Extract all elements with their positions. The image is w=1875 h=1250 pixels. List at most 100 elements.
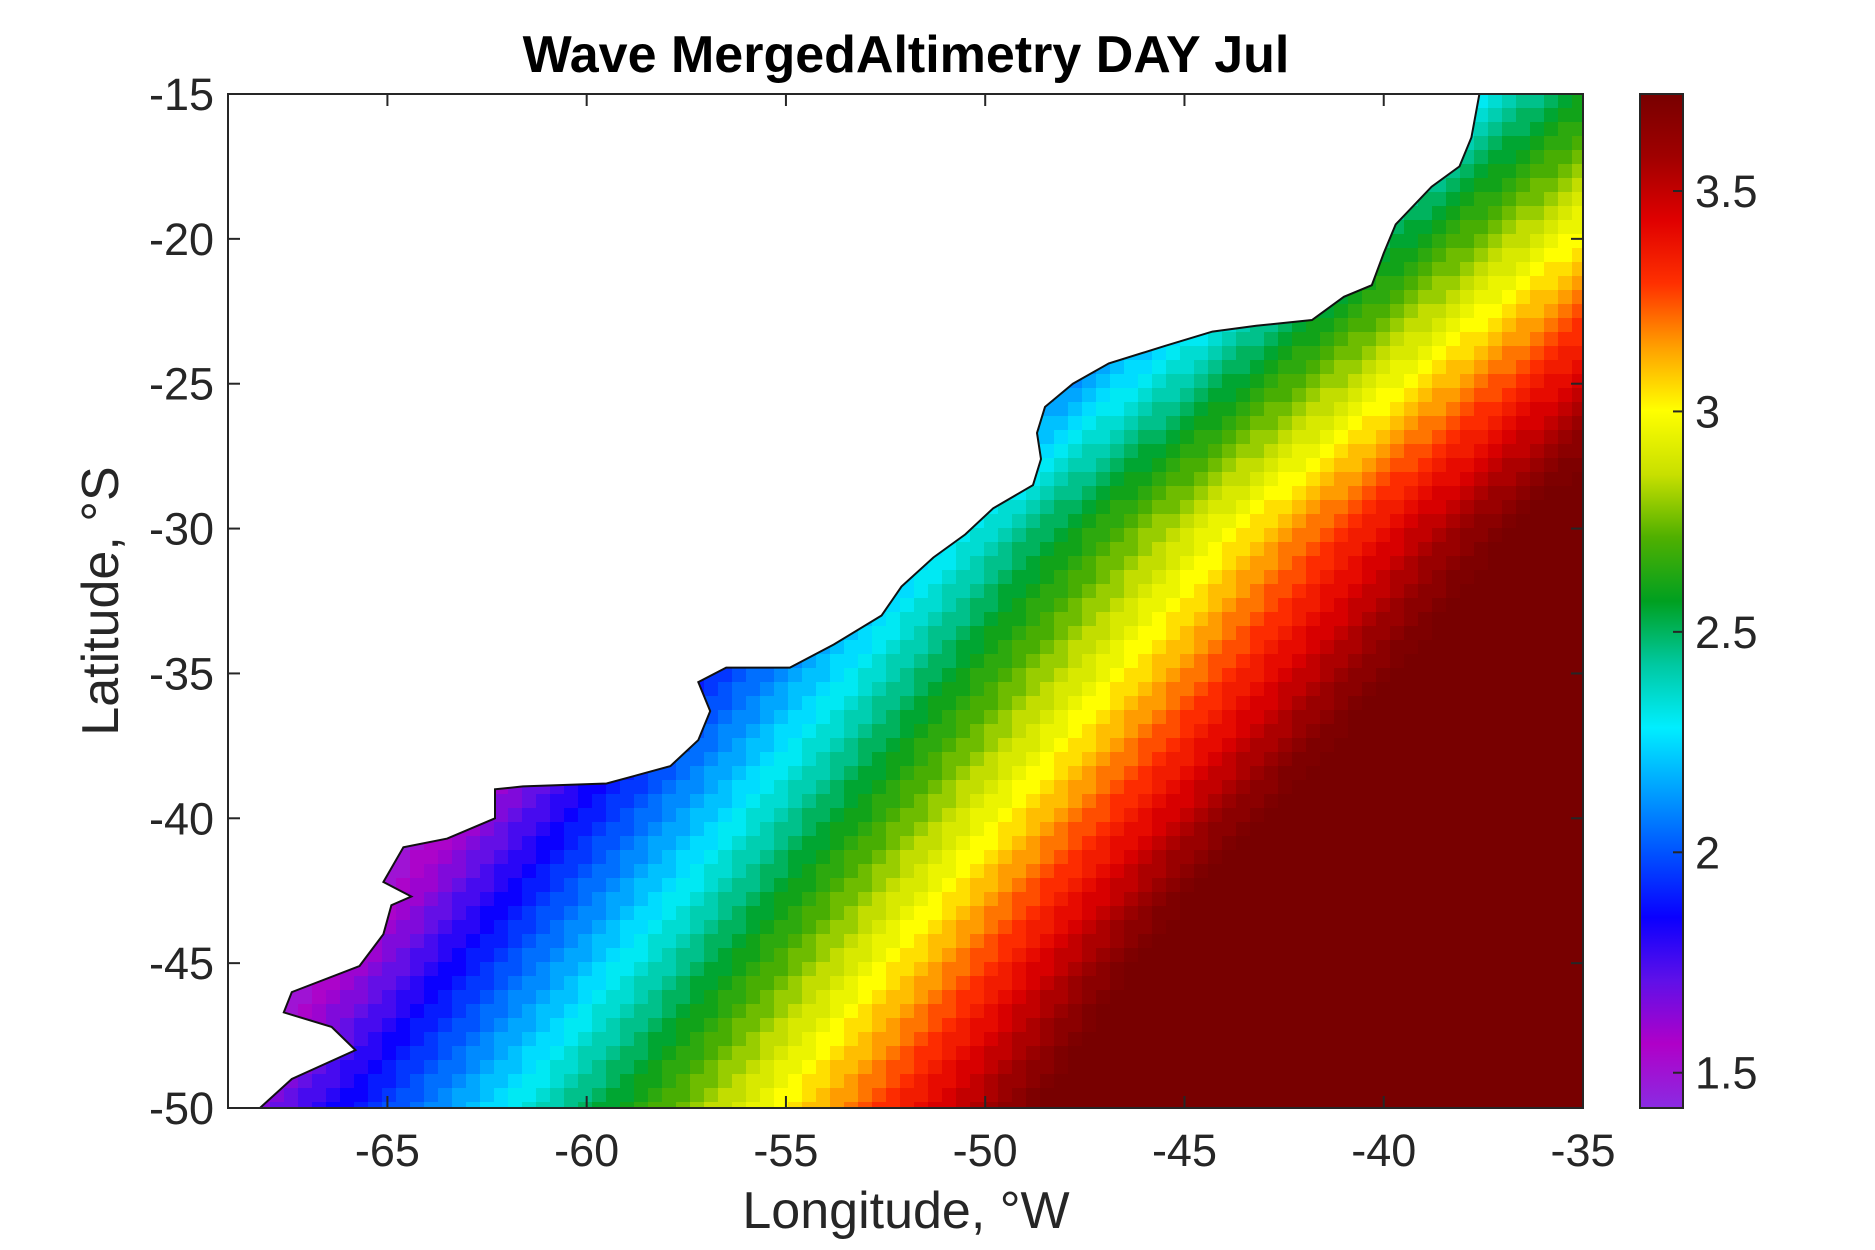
- field-cell: [1502, 94, 1517, 109]
- field-cell: [1404, 234, 1419, 249]
- field-cell: [1558, 752, 1573, 767]
- field-cell: [1460, 794, 1475, 809]
- field-cell: [1124, 710, 1139, 725]
- field-cell: [1488, 276, 1503, 291]
- field-cell: [1264, 346, 1279, 361]
- field-cell: [1572, 472, 1583, 487]
- field-cell: [872, 724, 887, 739]
- field-cell: [1054, 472, 1069, 487]
- field-cell: [1488, 570, 1503, 585]
- field-cell: [1334, 472, 1349, 487]
- field-cell: [1474, 556, 1489, 571]
- field-cell: [1026, 612, 1041, 627]
- field-cell: [1572, 584, 1583, 599]
- field-cell: [1334, 304, 1349, 319]
- field-cell: [1460, 668, 1475, 683]
- field-cell: [1530, 192, 1545, 207]
- field-cell: [802, 668, 817, 683]
- field-cell: [1250, 668, 1265, 683]
- field-cell: [1432, 248, 1447, 263]
- field-cell: [1558, 304, 1573, 319]
- field-cell: [1040, 570, 1055, 585]
- field-cell: [802, 682, 817, 697]
- field-cell: [956, 780, 971, 795]
- field-cell: [1082, 556, 1097, 571]
- field-cell: [1502, 164, 1517, 179]
- field-cell: [1236, 486, 1251, 501]
- field-cell: [1488, 444, 1503, 459]
- field-cell: [1250, 374, 1265, 389]
- field-cell: [816, 780, 831, 795]
- field-cell: [1516, 192, 1531, 207]
- field-cell: [1530, 388, 1545, 403]
- field-cell: [998, 794, 1013, 809]
- field-cell: [956, 738, 971, 753]
- field-cell: [1124, 388, 1139, 403]
- field-cell: [1460, 374, 1475, 389]
- field-cell: [1278, 598, 1293, 613]
- field-cell: [1362, 710, 1377, 725]
- field-cell: [1348, 640, 1363, 655]
- field-cell: [1292, 444, 1307, 459]
- field-cell: [858, 710, 873, 725]
- field-cell: [1530, 598, 1545, 613]
- field-cell: [1488, 598, 1503, 613]
- field-cell: [1572, 738, 1583, 753]
- field-cell: [1278, 374, 1293, 389]
- field-cell: [1026, 710, 1041, 725]
- field-cell: [732, 780, 747, 795]
- field-cell: [1194, 556, 1209, 571]
- field-cell: [1320, 612, 1335, 627]
- field-cell: [1208, 402, 1223, 417]
- field-cell: [1180, 458, 1195, 473]
- field-cell: [1446, 500, 1461, 515]
- field-cell: [1096, 710, 1111, 725]
- field-cell: [1432, 402, 1447, 417]
- field-cell: [844, 794, 859, 809]
- field-cell: [1376, 752, 1391, 767]
- field-cell: [970, 766, 985, 781]
- field-cell: [1278, 360, 1293, 375]
- field-cell: [1292, 612, 1307, 627]
- field-cell: [1110, 360, 1125, 375]
- field-cell: [1530, 794, 1545, 809]
- field-cell: [606, 794, 621, 809]
- field-cell: [1250, 710, 1265, 725]
- field-cell: [1516, 710, 1531, 725]
- field-cell: [1516, 164, 1531, 179]
- field-cell: [1292, 472, 1307, 487]
- field-cell: [788, 780, 803, 795]
- field-cell: [1320, 416, 1335, 431]
- field-cell: [1516, 570, 1531, 585]
- field-cell: [1376, 346, 1391, 361]
- field-cell: [1012, 626, 1027, 641]
- field-cell: [746, 738, 761, 753]
- field-cell: [1222, 556, 1237, 571]
- field-cell: [1222, 486, 1237, 501]
- field-cell: [1544, 780, 1559, 795]
- field-cell: [830, 780, 845, 795]
- field-cell: [1572, 640, 1583, 655]
- field-cell: [1572, 794, 1583, 809]
- field-cell: [914, 780, 929, 795]
- field-cell: [522, 794, 537, 809]
- field-cell: [1124, 570, 1139, 585]
- field-cell: [1138, 598, 1153, 613]
- field-cell: [1236, 430, 1251, 445]
- field-cell: [816, 808, 831, 823]
- field-cell: [858, 654, 873, 669]
- field-cell: [1474, 724, 1489, 739]
- field-cell: [1558, 654, 1573, 669]
- field-cell: [1054, 486, 1069, 501]
- field-cell: [1516, 556, 1531, 571]
- field-cell: [1572, 598, 1583, 613]
- field-cell: [1124, 528, 1139, 543]
- field-cell: [732, 724, 747, 739]
- field-cell: [1110, 640, 1125, 655]
- field-cell: [1180, 682, 1195, 697]
- field-cell: [1152, 682, 1167, 697]
- field-cell: [928, 724, 943, 739]
- field-cell: [1012, 766, 1027, 781]
- field-cell: [1208, 598, 1223, 613]
- field-cell: [1558, 766, 1573, 781]
